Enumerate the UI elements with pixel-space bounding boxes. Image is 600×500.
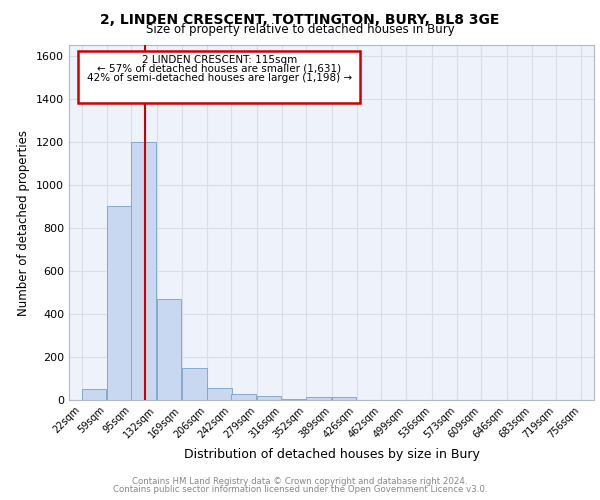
- Bar: [131, 142, 156, 400]
- Bar: [307, 397, 331, 400]
- Bar: [82, 389, 106, 400]
- Bar: [282, 399, 307, 400]
- Text: Contains HM Land Registry data © Crown copyright and database right 2024.: Contains HM Land Registry data © Crown c…: [132, 477, 468, 486]
- Bar: [182, 368, 206, 400]
- X-axis label: Distribution of detached houses by size in Bury: Distribution of detached houses by size …: [184, 448, 479, 461]
- Text: Contains public sector information licensed under the Open Government Licence v3: Contains public sector information licen…: [113, 484, 487, 494]
- Y-axis label: Number of detached properties: Number of detached properties: [17, 130, 31, 316]
- Text: ← 57% of detached houses are smaller (1,631): ← 57% of detached houses are smaller (1,…: [97, 64, 341, 74]
- Bar: [107, 206, 131, 400]
- Bar: [257, 396, 281, 400]
- Text: 2, LINDEN CRESCENT, TOTTINGTON, BURY, BL8 3GE: 2, LINDEN CRESCENT, TOTTINGTON, BURY, BL…: [100, 12, 500, 26]
- Bar: [331, 397, 356, 400]
- FancyBboxPatch shape: [78, 52, 360, 103]
- Bar: [207, 388, 232, 400]
- Bar: [232, 394, 256, 400]
- Text: 42% of semi-detached houses are larger (1,198) →: 42% of semi-detached houses are larger (…: [86, 73, 352, 83]
- Text: 2 LINDEN CRESCENT: 115sqm: 2 LINDEN CRESCENT: 115sqm: [142, 54, 297, 64]
- Text: Size of property relative to detached houses in Bury: Size of property relative to detached ho…: [146, 22, 454, 36]
- Bar: [157, 299, 181, 400]
